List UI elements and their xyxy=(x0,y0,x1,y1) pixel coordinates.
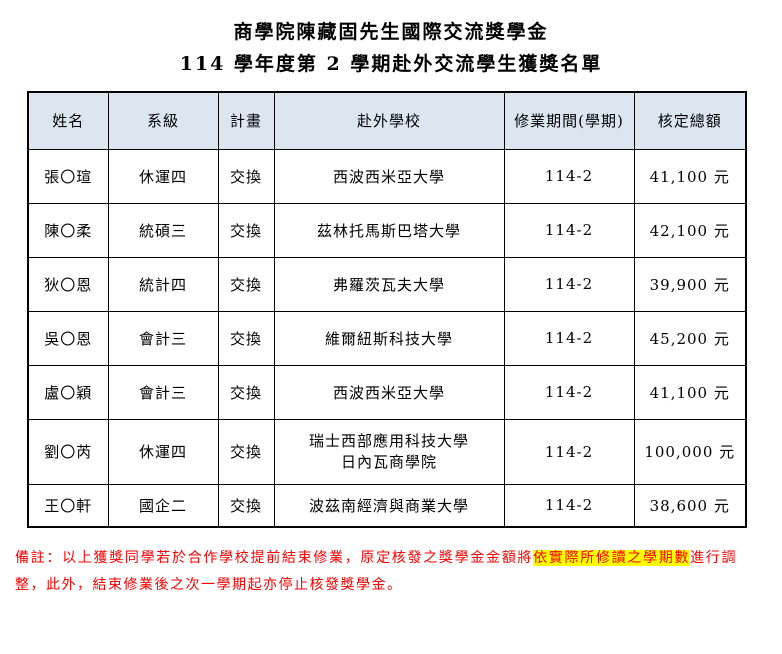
table-row: 狄〇恩 統計四 交換 弗羅茨瓦夫大學 114-2 39,900 元 xyxy=(27,256,747,312)
cell-name: 張〇瑄 xyxy=(27,148,109,204)
table-row: 劉〇芮 休運四 交換 瑞士西部應用科技大學 日內瓦商學院 114-2 100,0… xyxy=(27,418,747,485)
cell-amount: 41,100 元 xyxy=(633,148,747,204)
col-header-plan: 計畫 xyxy=(217,91,275,150)
cell-school: 維爾紐斯科技大學 xyxy=(273,310,505,366)
document-title: 商學院陳藏固先生國際交流獎學金 114 學年度第 2 學期赴外交流學生獲獎名單 xyxy=(0,16,782,80)
cell-dept: 統計四 xyxy=(107,256,219,312)
cell-school: 西波西米亞大學 xyxy=(273,148,505,204)
footnote: 備註：以上獲獎同學若於合作學校提前結束修業，原定核發之獎學金金額將依實際所修讀之… xyxy=(15,545,737,599)
awards-table: 姓名 系級 計畫 赴外學校 修業期間(學期) 核定總額 張〇瑄 休運四 交換 西… xyxy=(27,91,747,528)
cell-dept: 國企二 xyxy=(107,483,219,528)
footnote-text-before: 備註：以上獲獎同學若於合作學校提前結束修業，原定核發之獎學金金額將 xyxy=(15,550,534,566)
cell-plan: 交換 xyxy=(217,202,275,258)
table-row: 盧〇穎 會計三 交換 西波西米亞大學 114-2 41,100 元 xyxy=(27,364,747,420)
cell-dept: 休運四 xyxy=(107,418,219,485)
cell-dept: 會計三 xyxy=(107,364,219,420)
cell-plan: 交換 xyxy=(217,483,275,528)
cell-amount: 42,100 元 xyxy=(633,202,747,258)
cell-name: 狄〇恩 xyxy=(27,256,109,312)
table-header: 姓名 系級 計畫 赴外學校 修業期間(學期) 核定總額 xyxy=(27,91,747,150)
cell-name: 吳〇恩 xyxy=(27,310,109,366)
cell-period: 114-2 xyxy=(503,256,635,312)
table-row: 陳〇柔 統碩三 交換 茲林托馬斯巴塔大學 114-2 42,100 元 xyxy=(27,202,747,258)
cell-school: 弗羅茨瓦夫大學 xyxy=(273,256,505,312)
col-header-period: 修業期間(學期) xyxy=(503,91,635,150)
cell-period: 114-2 xyxy=(503,310,635,366)
cell-period: 114-2 xyxy=(503,418,635,485)
cell-school: 瑞士西部應用科技大學 日內瓦商學院 xyxy=(273,418,505,485)
cell-plan: 交換 xyxy=(217,364,275,420)
school-line-2: 日內瓦商學院 xyxy=(340,452,437,471)
cell-amount: 38,600 元 xyxy=(633,483,747,528)
cell-school: 茲林托馬斯巴塔大學 xyxy=(273,202,505,258)
document-page: 商學院陳藏固先生國際交流獎學金 114 學年度第 2 學期赴外交流學生獲獎名單 … xyxy=(0,16,782,654)
cell-amount: 45,200 元 xyxy=(633,310,747,366)
col-header-dept: 系級 xyxy=(107,91,219,150)
cell-dept: 統碩三 xyxy=(107,202,219,258)
cell-amount: 39,900 元 xyxy=(633,256,747,312)
school-line-1: 瑞士西部應用科技大學 xyxy=(308,431,469,450)
cell-plan: 交換 xyxy=(217,310,275,366)
table-row: 王〇軒 國企二 交換 波茲南經濟與商業大學 114-2 38,600 元 xyxy=(27,483,747,528)
cell-period: 114-2 xyxy=(503,364,635,420)
table-row: 吳〇恩 會計三 交換 維爾紐斯科技大學 114-2 45,200 元 xyxy=(27,310,747,366)
cell-period: 114-2 xyxy=(503,483,635,528)
col-header-name: 姓名 xyxy=(27,91,109,150)
cell-dept: 休運四 xyxy=(107,148,219,204)
cell-name: 劉〇芮 xyxy=(27,418,109,485)
col-header-amount: 核定總額 xyxy=(633,91,747,150)
col-header-school: 赴外學校 xyxy=(273,91,505,150)
header-row: 姓名 系級 計畫 赴外學校 修業期間(學期) 核定總額 xyxy=(27,91,747,150)
cell-school: 波茲南經濟與商業大學 xyxy=(273,483,505,528)
cell-plan: 交換 xyxy=(217,418,275,485)
cell-plan: 交換 xyxy=(217,148,275,204)
cell-name: 陳〇柔 xyxy=(27,202,109,258)
cell-name: 王〇軒 xyxy=(27,483,109,528)
footnote-highlight: 依實際所修讀之學期數 xyxy=(533,550,691,566)
footnote-text-after: 進行調整，此外，結束修業後之次一學期起亦停止核發獎學金。 xyxy=(15,550,738,593)
cell-amount: 41,100 元 xyxy=(633,364,747,420)
cell-dept: 會計三 xyxy=(107,310,219,366)
cell-period: 114-2 xyxy=(503,148,635,204)
cell-period: 114-2 xyxy=(503,202,635,258)
cell-amount: 100,000 元 xyxy=(633,418,747,485)
title-line-1: 商學院陳藏固先生國際交流獎學金 xyxy=(233,21,549,43)
table-row: 張〇瑄 休運四 交換 西波西米亞大學 114-2 41,100 元 xyxy=(27,148,747,204)
cell-school: 西波西米亞大學 xyxy=(273,364,505,420)
cell-plan: 交換 xyxy=(217,256,275,312)
cell-name: 盧〇穎 xyxy=(27,364,109,420)
title-line-2: 114 學年度第 2 學期赴外交流學生獲獎名單 xyxy=(179,53,603,75)
